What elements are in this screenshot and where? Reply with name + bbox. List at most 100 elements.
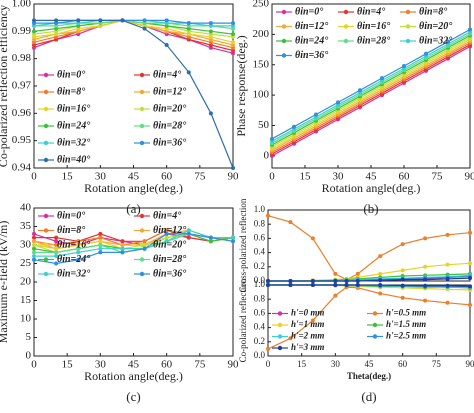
data-point xyxy=(310,236,315,241)
data-point xyxy=(231,43,235,47)
data-point xyxy=(468,302,472,307)
data-point xyxy=(186,228,191,233)
y-tick-label: 0 xyxy=(26,350,32,362)
series-line xyxy=(34,19,233,24)
data-point xyxy=(164,29,169,34)
data-point xyxy=(231,32,235,37)
data-point xyxy=(231,34,235,39)
data-point xyxy=(186,26,191,31)
y-tick-label: 0.98 xyxy=(12,52,32,64)
y-tick-label: 0.95 xyxy=(12,134,32,146)
legend-label: θin=0° xyxy=(57,210,85,221)
data-point xyxy=(54,254,59,259)
x-tick-label: 45 xyxy=(366,171,378,183)
panel-label: (d) xyxy=(361,389,376,404)
data-point xyxy=(54,34,59,39)
data-point xyxy=(468,27,472,32)
legend-label: θin=32° xyxy=(57,137,90,148)
data-point xyxy=(76,246,81,251)
data-point xyxy=(186,231,191,236)
data-point xyxy=(142,246,147,251)
data-point xyxy=(378,291,383,296)
data-point xyxy=(231,239,235,244)
data-point xyxy=(164,231,169,236)
data-point xyxy=(231,23,235,28)
data-point xyxy=(32,37,36,42)
data-point xyxy=(164,228,169,233)
series-line xyxy=(34,19,234,169)
y-tick-label: 0.0 xyxy=(254,350,266,360)
y-tick-label: 30 xyxy=(20,239,32,251)
data-point xyxy=(54,32,59,37)
data-point xyxy=(336,100,340,105)
data-point xyxy=(76,23,81,28)
legend-marker xyxy=(43,72,49,78)
legend-label: θin=28° xyxy=(153,254,186,265)
data-point xyxy=(310,318,315,323)
data-point xyxy=(310,283,315,287)
y-tick-label: 40 xyxy=(20,202,32,214)
legend-marker xyxy=(139,123,145,129)
data-point xyxy=(32,231,36,236)
y-tick-label: 10 xyxy=(20,313,32,325)
data-point xyxy=(266,283,270,287)
data-point xyxy=(424,51,428,56)
y-tick-label: 1.0 xyxy=(254,204,266,214)
data-point xyxy=(355,271,360,276)
legend-label: θin=12° xyxy=(153,225,186,236)
legend-marker xyxy=(43,157,49,163)
data-point xyxy=(208,21,213,26)
legend-marker xyxy=(43,106,49,112)
legend-label: θin=20° xyxy=(153,239,186,250)
legend-marker xyxy=(281,24,287,29)
data-point xyxy=(208,239,213,244)
data-point xyxy=(231,45,235,50)
data-point xyxy=(231,48,235,53)
data-point xyxy=(402,63,406,68)
series-line xyxy=(33,233,234,265)
y-tick-label: 35 xyxy=(20,220,32,232)
x-tick-label: 30 xyxy=(331,359,341,369)
data-point xyxy=(208,29,213,34)
series-line xyxy=(271,28,471,140)
y-tick-label: 5 xyxy=(26,331,32,343)
data-point xyxy=(231,166,235,170)
data-point xyxy=(98,23,103,28)
data-point xyxy=(423,264,428,269)
y-tick-label: 0.97 xyxy=(12,80,32,92)
x-tick-label: 30 xyxy=(333,171,345,183)
data-point xyxy=(76,21,81,26)
series-line xyxy=(267,215,471,281)
data-point xyxy=(98,231,103,236)
data-point xyxy=(333,271,338,276)
legend-label: θin=36° xyxy=(153,137,186,148)
legend-marker xyxy=(139,72,145,78)
legend-label: θin=8° xyxy=(419,6,447,17)
data-point xyxy=(208,235,213,240)
legend-marker xyxy=(139,89,145,95)
y-tick-label: 1.0 xyxy=(254,279,266,289)
data-point xyxy=(54,18,59,23)
data-point xyxy=(54,261,59,266)
data-point xyxy=(231,26,235,31)
data-point xyxy=(54,235,59,240)
data-point xyxy=(54,250,59,255)
data-point xyxy=(468,276,472,281)
series-line xyxy=(271,44,471,155)
x-tick-label: 60 xyxy=(399,171,411,183)
legend-marker xyxy=(343,24,349,29)
legend-marker xyxy=(43,228,49,233)
data-point xyxy=(446,39,450,44)
data-point xyxy=(378,283,383,287)
y-tick-label: 0.6 xyxy=(254,232,266,242)
data-point xyxy=(355,283,360,287)
x-tick-label: 75 xyxy=(432,359,442,369)
y-tick-label: 20 xyxy=(20,276,32,288)
series-line xyxy=(34,229,234,242)
x-tick-label: 0 xyxy=(31,359,37,371)
data-point xyxy=(164,26,169,31)
x-tick-label: 60 xyxy=(161,359,173,371)
data-point xyxy=(288,283,293,287)
data-point xyxy=(142,18,147,23)
